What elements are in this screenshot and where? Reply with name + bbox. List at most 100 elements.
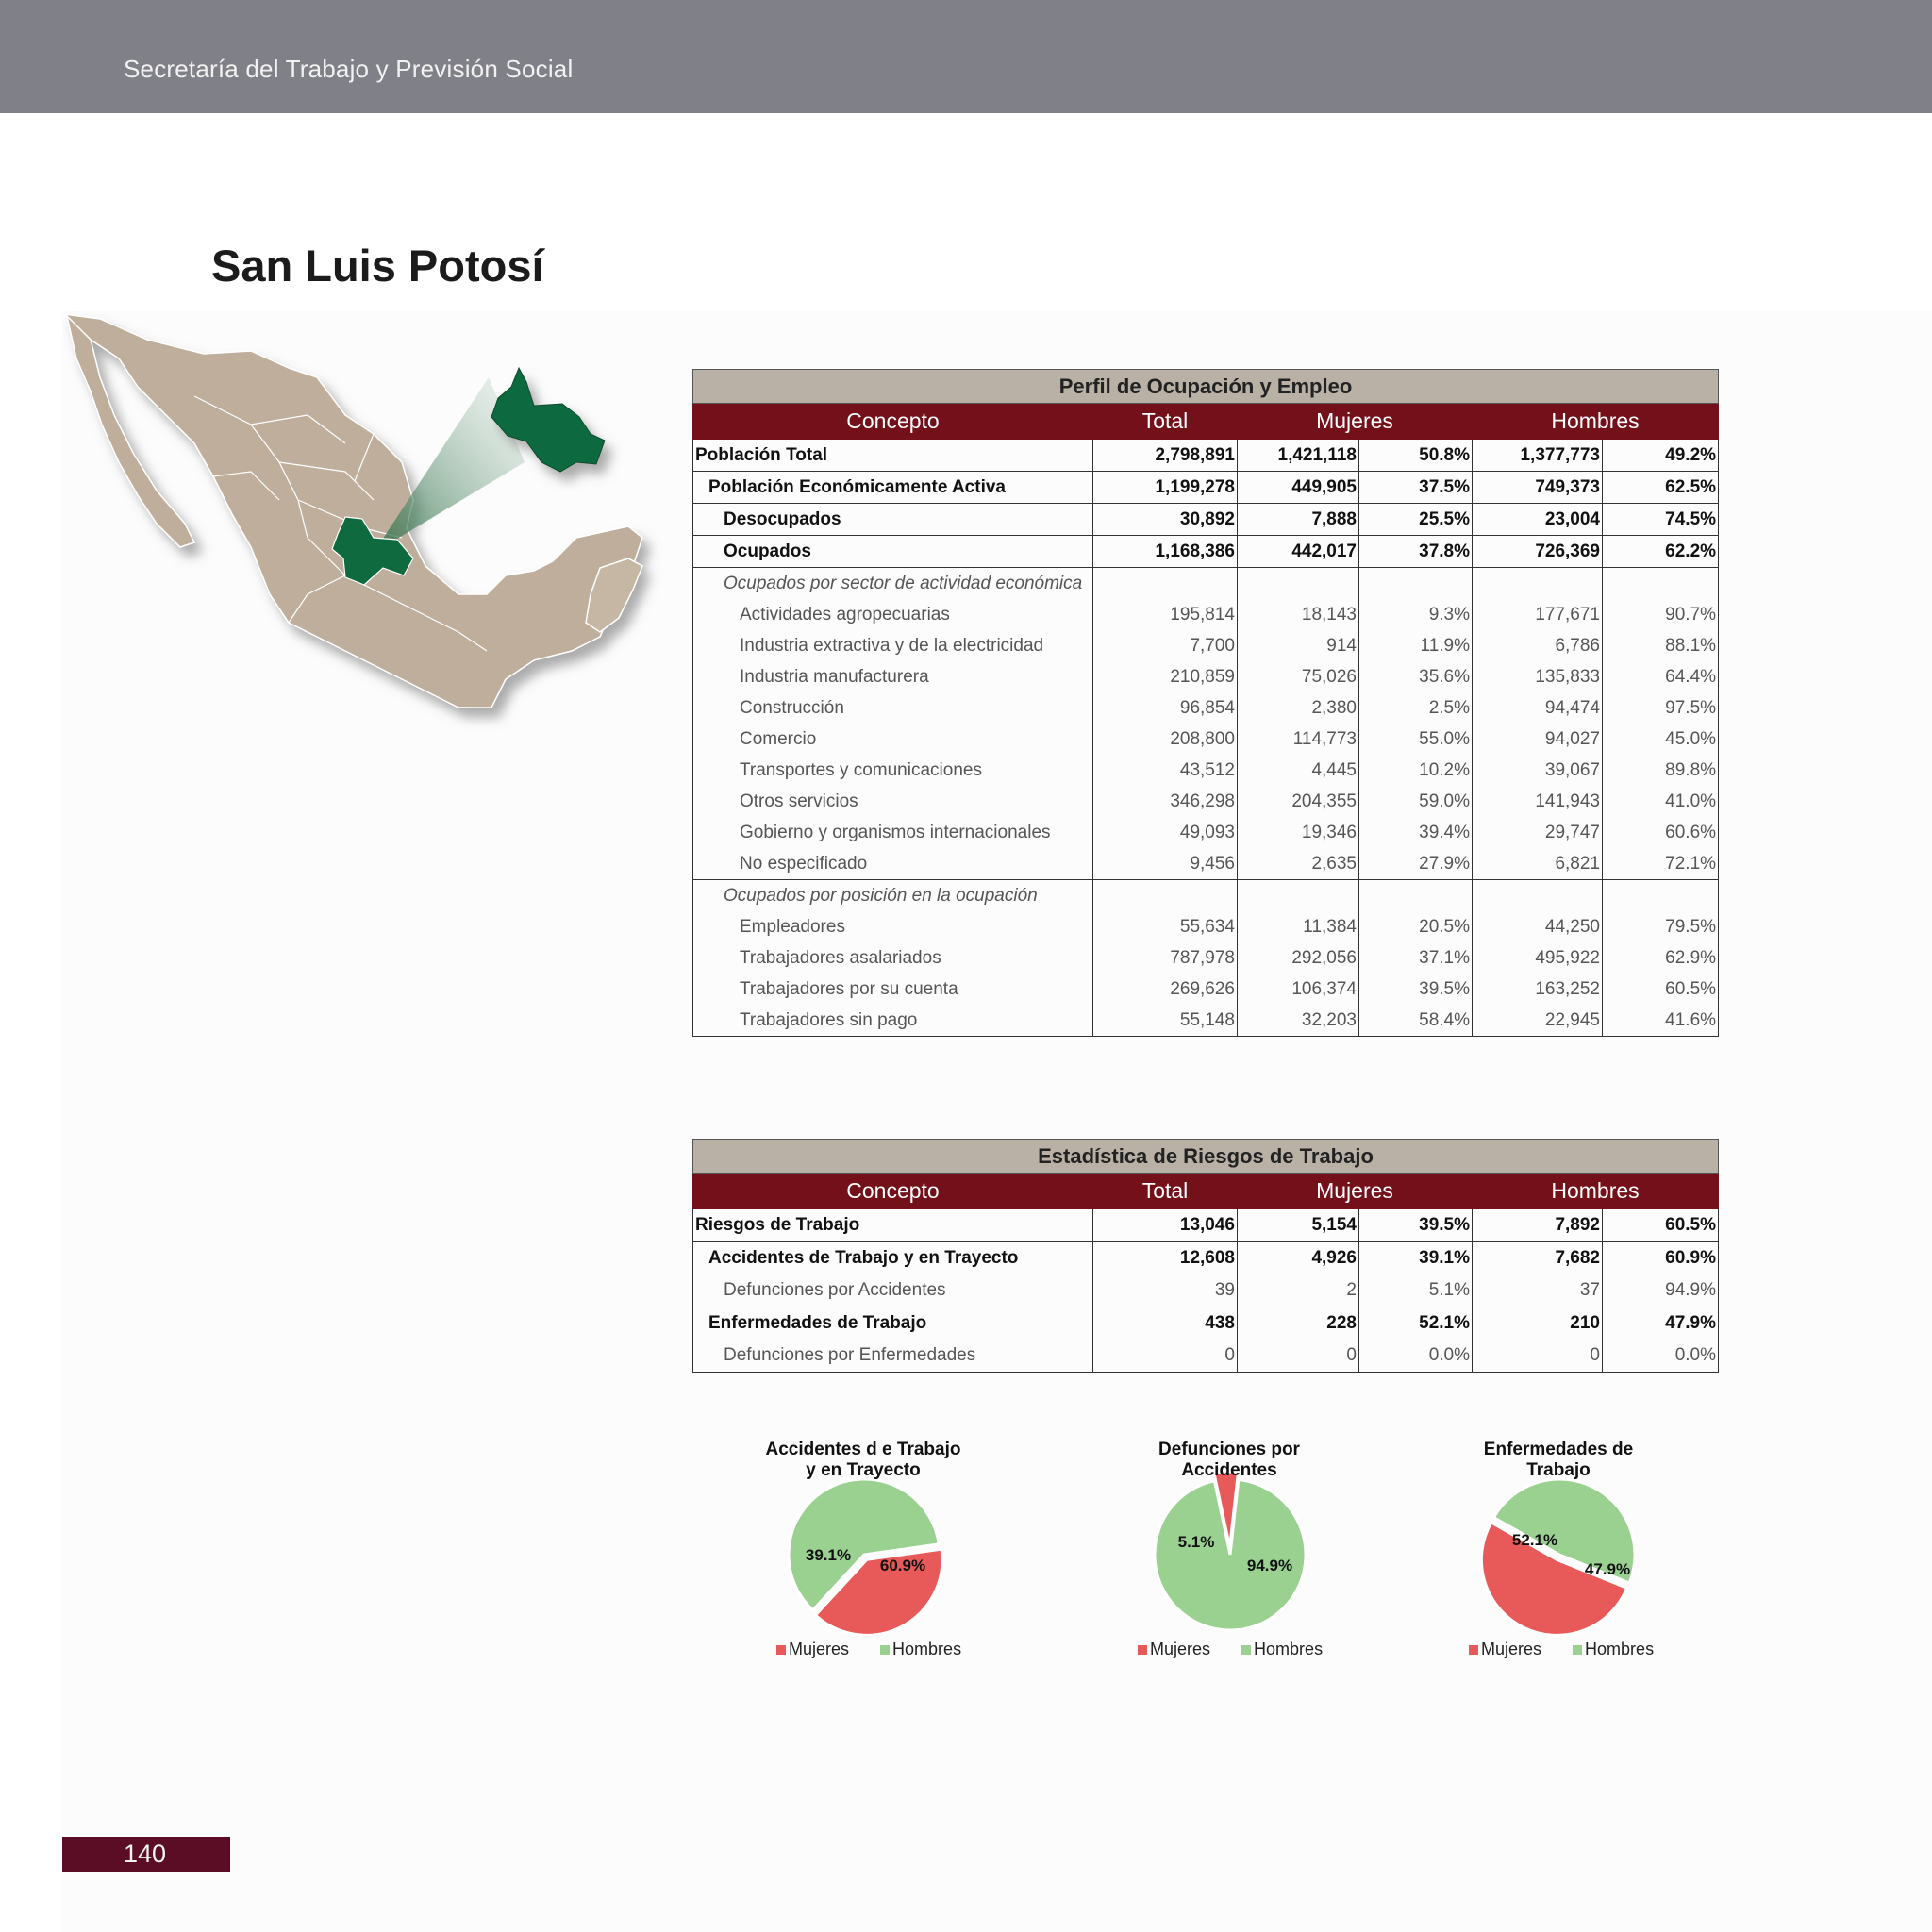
mujeres-percent: 37.1% (1358, 942, 1473, 974)
hombres-value: 29,747 (1472, 817, 1603, 848)
hombres-percent: 88.1% (1601, 630, 1720, 661)
table-row: Ocupados 1,168,386 442,017 37.8% 726,369 62.2… (692, 535, 1720, 568)
pie-title-line: Enfermedades de (1483, 1440, 1634, 1459)
hombres-percent: 90.7% (1601, 599, 1720, 630)
table-row: Otros servicios 346,298 204,355 59.0% 141,94… (692, 786, 1720, 817)
mujeres-value: 19,346 (1237, 817, 1359, 848)
table-row: Trabajadores asalariados 787,978 292,056 37… (692, 942, 1720, 974)
employment-profile-table: Perfil de Ocupación y Empleo Concepto To… (691, 369, 1720, 1037)
legend-swatch-mujeres (776, 1645, 786, 1655)
map-state-highlight (331, 516, 414, 586)
mujeres-value: 0 (1237, 1340, 1359, 1373)
total-value: 1,168,386 (1092, 535, 1238, 568)
mujeres-value: 5,154 (1237, 1208, 1359, 1242)
pie-title: Defunciones por Accidentes (1107, 1440, 1352, 1481)
empty-cell (1358, 879, 1473, 911)
pie-slice-hombres (1491, 1477, 1637, 1585)
table-row: Construcción 96,854 2,380 2.5% 94,474 97.5% (692, 692, 1720, 724)
pie-chart-defunciones: 5.1% 94.9% Defunciones por Accidentes (1107, 1434, 1352, 1670)
legend-swatch-mujeres (1469, 1645, 1478, 1655)
hombres-percent: 97.5% (1601, 692, 1720, 724)
table-row: Comercio 208,800 114,773 55.0% 94,027 45.0% (692, 724, 1720, 755)
hombres-value: 141,943 (1472, 786, 1603, 817)
mujeres-percent: 20.5% (1358, 911, 1473, 942)
state-enlarged-icon (491, 366, 606, 473)
col-header-hombres: Hombres (1471, 1173, 1720, 1209)
legend-label-mujeres: Mujeres (1150, 1640, 1211, 1658)
hombres-percent: 62.9% (1601, 942, 1720, 974)
hombres-value: 94,027 (1472, 724, 1603, 755)
mujeres-percent: 2.5% (1358, 692, 1473, 724)
hombres-value: 210 (1472, 1307, 1603, 1340)
pie-title: Accidentes d e Trabajo y en Trayecto (741, 1440, 986, 1481)
mujeres-percent: 55.0% (1358, 724, 1473, 755)
mujeres-percent: 0.0% (1358, 1340, 1473, 1373)
mujeres-value: 11,384 (1237, 911, 1359, 942)
section-title: Ocupados por sector de actividad económi… (692, 567, 1093, 599)
empty-cell (1237, 879, 1359, 911)
table-row: Desocupados 30,892 7,888 25.5% 23,004 74.5% (692, 503, 1720, 536)
pie-svg: 39.1% 60.9% (787, 1477, 944, 1637)
empty-cell (1092, 879, 1238, 911)
legend-label-mujeres: Mujeres (1481, 1640, 1542, 1658)
mujeres-value: 2,380 (1237, 692, 1359, 724)
mujeres-value: 204,355 (1237, 786, 1359, 817)
total-value: 96,854 (1092, 692, 1238, 724)
table-row: Industria extractiva y de la electricida… (692, 630, 1720, 661)
hombres-value: 749,373 (1472, 471, 1603, 504)
mujeres-value: 114,773 (1237, 724, 1359, 755)
row-label: Transportes y comunicaciones (692, 755, 1093, 786)
table-row: Actividades agropecuarias 195,814 18,143 9.… (692, 599, 1720, 630)
col-header-total: Total (1092, 403, 1238, 440)
pie-slice-hombres (1153, 1477, 1307, 1632)
legend-label-hombres: Hombres (1585, 1640, 1655, 1658)
hombres-value: 163,252 (1472, 974, 1603, 1005)
hombres-value: 7,682 (1472, 1241, 1603, 1274)
hombres-percent: 60.9% (1601, 1241, 1720, 1274)
hombres-value: 44,250 (1472, 911, 1603, 942)
pie-chart-enfermedades: 52.1% 47.9% Enfermedades de Trabajo (1436, 1434, 1681, 1670)
legend-swatch-hombres (880, 1645, 891, 1655)
pie-svg: 5.1% 94.9% (1153, 1470, 1307, 1632)
pie-legend-defunciones: Mujeres Hombres (1138, 1640, 1323, 1659)
table-row: Población Total 2,798,891 1,421,118 50.8% 1,… (692, 439, 1720, 472)
mujeres-percent: 39.1% (1358, 1241, 1473, 1274)
hombres-value: 6,786 (1472, 630, 1603, 661)
mujeres-value: 228 (1237, 1307, 1359, 1340)
table-row: Defunciones por Accidentes 39 2 5.1% 37 94.9% (692, 1274, 1720, 1307)
hombres-percent: 79.5% (1601, 911, 1720, 942)
hombres-percent: 74.5% (1601, 503, 1720, 536)
mujeres-percent: 39.4% (1358, 817, 1473, 848)
mujeres-percent: 10.2% (1358, 755, 1473, 786)
hombres-value: 7,892 (1472, 1208, 1603, 1242)
section-row: Ocupados por sector de actividad económi… (692, 567, 1720, 599)
row-label: Desocupados (692, 503, 1093, 536)
mujeres-percent: 9.3% (1358, 599, 1473, 630)
hombres-percent: 72.1% (1601, 848, 1720, 880)
col-header-total: Total (1092, 1173, 1238, 1209)
row-label: Trabajadores por su cuenta (692, 974, 1093, 1005)
hombres-value: 135,833 (1472, 661, 1603, 692)
empty-cell (1237, 567, 1359, 599)
hombres-percent: 0.0% (1601, 1340, 1720, 1373)
hombres-percent: 62.5% (1601, 471, 1720, 504)
legend-swatch-hombres (1241, 1645, 1252, 1655)
legend-label-hombres: Hombres (1254, 1640, 1324, 1658)
pie-slice-mujeres (1479, 1520, 1629, 1637)
legend-swatch-mujeres (1138, 1645, 1147, 1655)
mujeres-percent: 39.5% (1358, 974, 1473, 1005)
empty-cell (1092, 567, 1238, 599)
mujeres-percent: 5.1% (1358, 1274, 1473, 1307)
mexico-map-image (61, 312, 643, 708)
row-label: Trabajadores sin pago (692, 1005, 1093, 1037)
total-value: 195,814 (1092, 599, 1238, 630)
mujeres-percent: 58.4% (1358, 1005, 1473, 1037)
total-value: 39 (1092, 1274, 1238, 1307)
table-caption: Estadística de Riesgos de Trabajo (691, 1139, 1720, 1174)
hombres-percent: 60.5% (1601, 974, 1720, 1005)
total-value: 346,298 (1092, 786, 1238, 817)
mujeres-value: 106,374 (1237, 974, 1359, 1005)
pie-data-label: 60.9% (880, 1557, 925, 1574)
table-row: Transportes y comunicaciones 43,512 4,445 1… (692, 755, 1720, 786)
row-label: Empleadores (692, 911, 1093, 942)
